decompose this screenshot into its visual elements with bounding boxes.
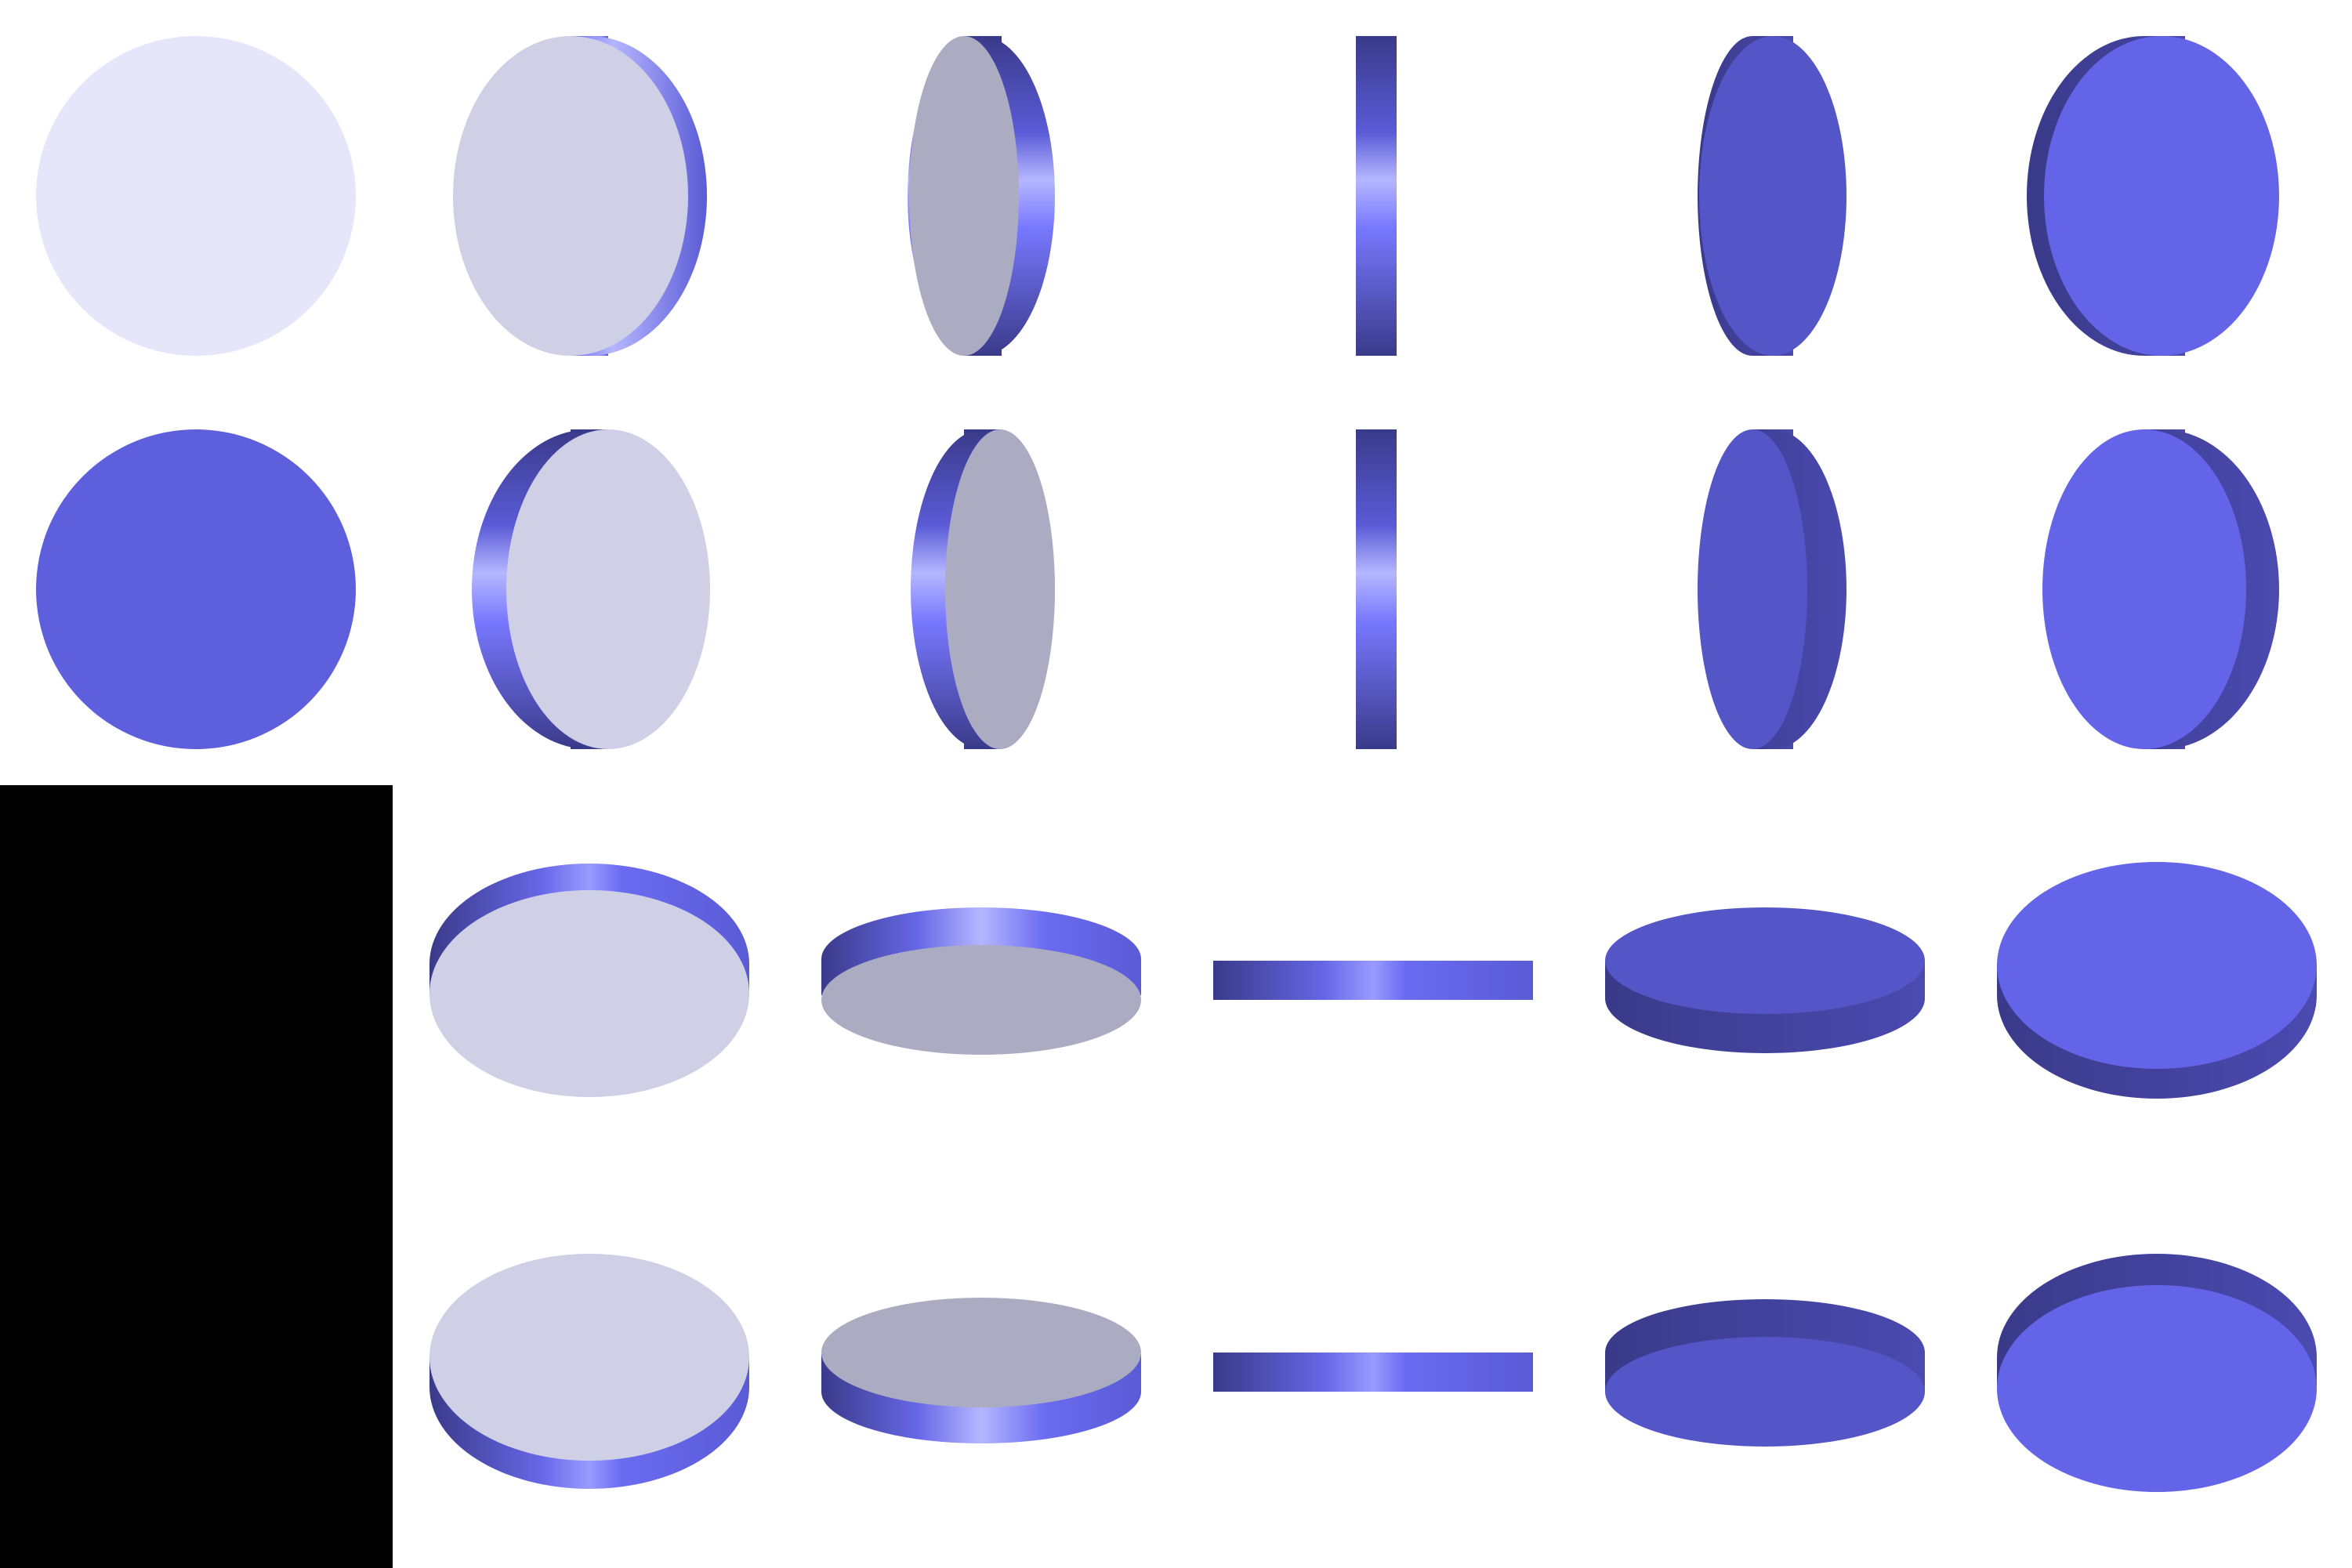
- coin-frame: [472, 429, 710, 749]
- row-2: [36, 429, 2279, 749]
- coin-frame: [36, 36, 356, 356]
- coin-frame: [908, 36, 1055, 356]
- coin-frame: [36, 429, 356, 749]
- coin-frame: [2042, 429, 2279, 749]
- coin-frame: [1698, 36, 1846, 356]
- coin-frame: [429, 1254, 749, 1489]
- coin-frame: [1997, 1254, 2317, 1492]
- row-3: [429, 862, 2317, 1099]
- coin-frame: [1997, 862, 2317, 1099]
- empty-cell: [0, 785, 393, 1568]
- coin-frame: [429, 864, 749, 1097]
- row-1: [36, 36, 2279, 356]
- coin-frame: [2027, 36, 2279, 356]
- coin-frame: [911, 429, 1055, 749]
- coin-frame: [1605, 907, 1925, 1053]
- coin-frame: [453, 36, 707, 356]
- coin-frame: [821, 907, 1141, 1055]
- coin-frame: [1213, 961, 1533, 1000]
- coin-frame: [1605, 1299, 1925, 1447]
- coin-frame: [1356, 429, 1397, 749]
- coin-frame: [1356, 36, 1397, 356]
- coin-frame: [821, 1298, 1141, 1443]
- row-4: [429, 1254, 2317, 1492]
- coin-frame: [1698, 429, 1846, 749]
- coin-frame: [1213, 1353, 1533, 1392]
